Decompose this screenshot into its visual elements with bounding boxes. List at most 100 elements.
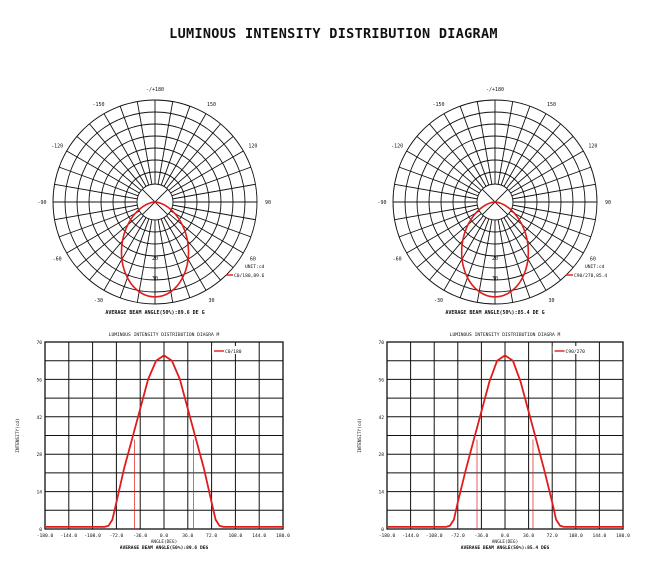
intensity-series-line (45, 354, 283, 528)
x-tick-label: -108.0 (426, 533, 443, 539)
polar-spoke (168, 136, 234, 191)
polar-spoke (58, 166, 139, 197)
x-tick-label: 108.0 (569, 533, 583, 539)
angle-label: -30 (434, 298, 443, 304)
polar-spoke (103, 217, 147, 291)
polar-spoke (459, 218, 490, 299)
polar-spoke (76, 136, 142, 191)
polar-spoke (508, 136, 574, 191)
polar-spoke (157, 219, 174, 303)
polar-spoke (406, 210, 480, 254)
angle-label: 150 (207, 102, 216, 108)
intensity-curve (120, 201, 190, 298)
x-tick-label: 72.0 (206, 533, 217, 539)
polar-spoke (476, 101, 493, 185)
radial-label: 30 (492, 276, 498, 282)
angle-label: 90 (605, 200, 611, 206)
polar-spoke (500, 105, 531, 186)
angle-label: -/+180 (146, 87, 164, 93)
polar-spoke (497, 101, 514, 185)
y-tick-label: 0 (39, 527, 42, 533)
x-tick-label: 0.0 (501, 533, 510, 539)
polar-diagram (52, 99, 258, 305)
polar-spoke (508, 213, 574, 268)
x-axis-label: ANGLE(DEG) (492, 539, 518, 545)
y-axis-label: INTENSITY(cd) (15, 418, 21, 452)
legend-label: C90/270,85.4 (574, 273, 607, 279)
polar-spoke (166, 215, 221, 281)
angle-label: -90 (377, 200, 386, 206)
x-tick-label: -36.0 (474, 533, 488, 539)
angle-label: 120 (588, 144, 597, 150)
polar-diagram (392, 99, 598, 305)
chart-caption: AVERAGE BEAM ANGLE(50%):89.6 DEG (120, 545, 209, 551)
polar-spoke (54, 183, 138, 200)
y-tick-label: 0 (381, 527, 384, 533)
x-tick-label: 180.0 (276, 533, 290, 539)
x-tick-label: 0.0 (160, 533, 169, 539)
plot-frame (44, 341, 284, 530)
polar-spoke (510, 150, 584, 194)
angle-label: -/+180 (486, 87, 504, 93)
polar-spoke (136, 101, 153, 185)
polar-spoke (157, 101, 174, 185)
polar-caption: AVERAGE BEAM ANGLE(50%):89.6 DE G (105, 310, 204, 316)
chart-title: LUMINOUS INTENSITY DISTRIBUTION DIAGRA M (109, 332, 220, 338)
polar-caption: AVERAGE BEAM ANGLE(50%):85.4 DE G (445, 310, 544, 316)
y-tick-label: 14 (378, 490, 384, 496)
polar-spoke (443, 217, 487, 291)
y-tick-label: 42 (378, 415, 384, 421)
unit-label: UNIT:cd (245, 264, 265, 270)
y-tick-label: 56 (378, 377, 384, 383)
x-tick-label: -72.0 (451, 533, 465, 539)
y-tick-label: 70 (378, 340, 384, 346)
x-tick-label: 180.0 (616, 533, 630, 539)
polar-spoke (398, 166, 479, 197)
x-tick-label: -108.0 (84, 533, 101, 539)
polar-spoke (476, 219, 493, 303)
polar-spoke (54, 204, 138, 221)
polar-spoke (168, 213, 234, 268)
cartesian-chart (386, 341, 624, 530)
polar-spoke (66, 150, 140, 194)
polar-spoke (503, 217, 547, 291)
polar-spoke (512, 204, 596, 221)
angle-label: 150 (547, 102, 556, 108)
x-axis-label: ANGLE(DEG) (151, 539, 177, 545)
polar-spoke (511, 207, 592, 238)
legend-box (211, 346, 248, 354)
x-tick-label: -144.0 (402, 533, 419, 539)
polar-spoke (459, 105, 490, 186)
polar-spoke (398, 207, 479, 238)
y-tick-label: 56 (36, 377, 42, 383)
polar-spoke (394, 183, 478, 200)
polar-spoke (58, 207, 139, 238)
polar-spoke (103, 113, 147, 187)
angle-label: 30 (208, 298, 214, 304)
intensity-curve (460, 201, 530, 298)
angle-label: 60 (590, 257, 596, 263)
radial-label: 20 (492, 256, 498, 262)
legend-label: C0/180,89.6 (234, 273, 265, 279)
y-tick-label: 70 (36, 340, 42, 346)
polar-spoke (170, 210, 244, 254)
polar-spoke (171, 166, 252, 197)
polar-spoke (163, 113, 207, 187)
radial-label: 30 (152, 276, 158, 282)
angle-label: 90 (265, 200, 271, 206)
x-tick-label: -144.0 (60, 533, 77, 539)
legend-box (552, 346, 589, 354)
x-tick-label: -180.0 (379, 533, 396, 539)
cartesian-chart (44, 341, 284, 530)
angle-label: -60 (53, 257, 62, 263)
y-tick-label: 42 (36, 415, 42, 421)
chart-caption: AVERAGE BEAM ANGLE(50%):85.4 DEG (461, 545, 550, 551)
polar-spoke (172, 183, 256, 200)
x-tick-label: -36.0 (133, 533, 147, 539)
unit-label: UNIT:cd (585, 264, 605, 270)
y-tick-label: 28 (378, 452, 384, 458)
x-tick-label: 72.0 (547, 533, 558, 539)
legend-label: C0/180 (225, 349, 242, 355)
y-axis-label: INTENSITY(cd) (357, 418, 363, 452)
